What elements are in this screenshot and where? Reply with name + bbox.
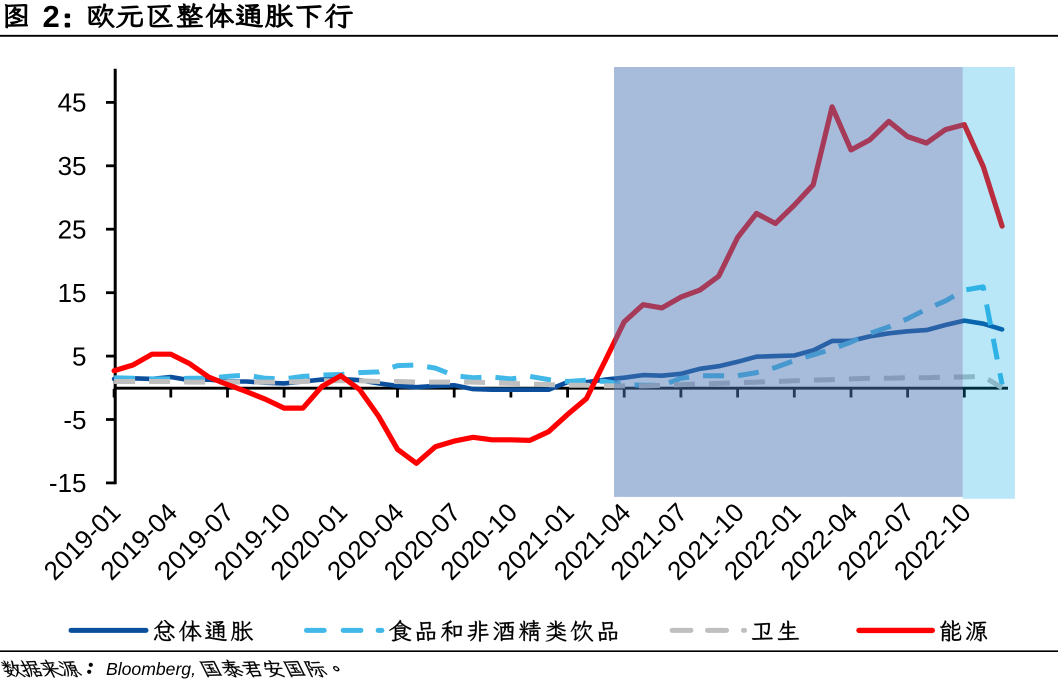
svg-text:Bloomberg,: Bloomberg, bbox=[106, 659, 196, 679]
svg-text:-5: -5 bbox=[63, 405, 86, 435]
svg-text:15: 15 bbox=[58, 278, 87, 308]
svg-text:2: 2 bbox=[43, 0, 60, 34]
svg-text:5: 5 bbox=[72, 341, 86, 371]
svg-text:45: 45 bbox=[58, 88, 87, 118]
svg-text:-15: -15 bbox=[49, 468, 87, 498]
svg-text:25: 25 bbox=[58, 215, 87, 245]
svg-text:35: 35 bbox=[58, 151, 87, 181]
